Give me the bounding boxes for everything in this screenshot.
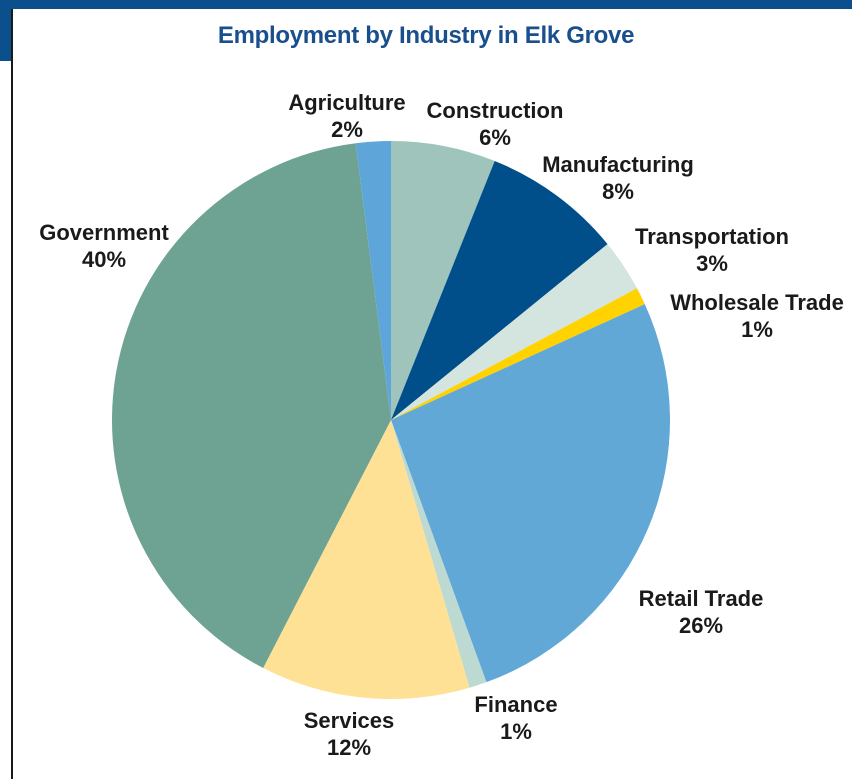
header-accent-bar: [0, 0, 852, 9]
slice-retail-trade: [391, 304, 670, 683]
slice-government: [112, 143, 391, 668]
label-government: Government 40%: [39, 220, 169, 272]
label-manufacturing: Manufacturing 8%: [542, 152, 694, 204]
label-wholesale-trade: Wholesale Trade 1%: [670, 290, 844, 342]
side-accent-bar: [0, 9, 11, 61]
slice-transportation: [391, 244, 637, 420]
slice-agriculture: [355, 141, 391, 420]
slice-finance: [391, 420, 487, 688]
chart-title: Employment by Industry in Elk Grove: [217, 22, 635, 49]
label-transportation: Transportation 3%: [635, 224, 789, 276]
label-agriculture: Agriculture 2%: [288, 90, 405, 142]
slice-construction: [391, 141, 495, 420]
pie-labels: Construction 6%Manufacturing 8% Transportat…: [39, 90, 844, 760]
label-construction: Construction 6%: [427, 98, 564, 150]
pie-slices: [112, 141, 670, 700]
label-services: Services 12%: [304, 708, 395, 760]
slice-services: [263, 420, 470, 700]
slice-wholesale-trade: [391, 288, 645, 420]
label-finance: Finance 1%: [474, 692, 557, 744]
label-retail-trade: Retail Trade 26%: [639, 586, 764, 638]
slice-manufacturing: [391, 160, 608, 420]
